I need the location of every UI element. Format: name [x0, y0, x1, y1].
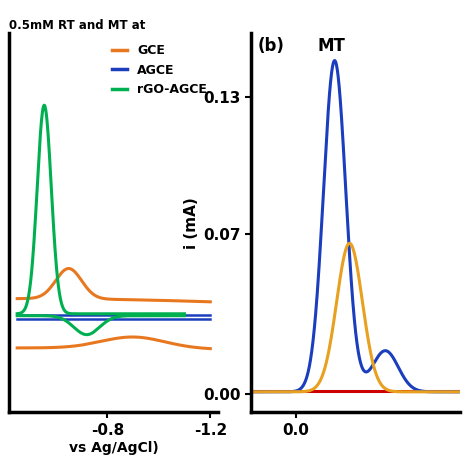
X-axis label: vs Ag/AgCl): vs Ag/AgCl) — [69, 440, 159, 455]
Legend: GCE, AGCE, rGO-AGCE: GCE, AGCE, rGO-AGCE — [107, 39, 212, 101]
Text: 0.5mM RT and MT at: 0.5mM RT and MT at — [9, 19, 146, 32]
Text: (b): (b) — [257, 37, 284, 55]
Y-axis label: i (mA): i (mA) — [184, 197, 199, 249]
Text: MT: MT — [318, 37, 346, 55]
